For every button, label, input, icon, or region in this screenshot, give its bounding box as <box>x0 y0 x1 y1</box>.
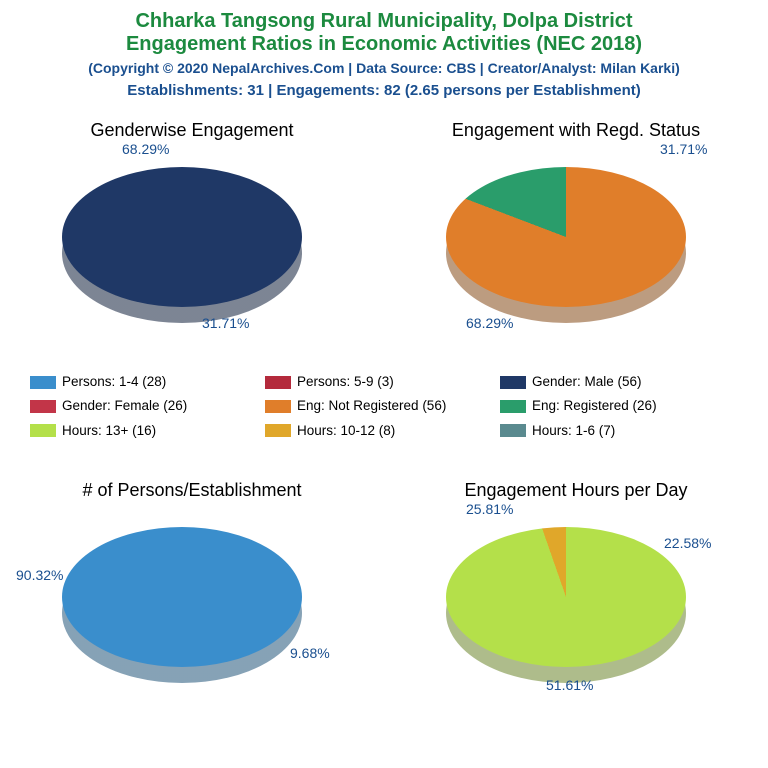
pie-label-gender-1: 31.71% <box>202 315 249 331</box>
pie-label-regd-0: 68.29% <box>466 315 513 331</box>
legend-swatch <box>30 400 56 413</box>
legend-text: Eng: Registered (26) <box>532 394 657 418</box>
legend-swatch <box>265 424 291 437</box>
legend-text: Eng: Not Registered (56) <box>297 394 446 418</box>
chart-hours: Engagement Hours per Day51.61%25.81%22.5… <box>384 480 768 760</box>
chart-gender: Genderwise Engagement68.29%31.71% <box>0 120 384 400</box>
pie-persons: 90.32%9.68% <box>52 507 332 707</box>
chart-title-gender: Genderwise Engagement <box>0 120 384 141</box>
legend-item: Persons: 5-9 (3) <box>265 370 500 394</box>
legend-item: Gender: Female (26) <box>30 394 265 418</box>
legend-item: Eng: Registered (26) <box>500 394 735 418</box>
pie-top-persons <box>62 527 302 667</box>
legend-item: Eng: Not Registered (56) <box>265 394 500 418</box>
chart-persons: # of Persons/Establishment90.32%9.68% <box>0 480 384 760</box>
pie-regd: 68.29%31.71% <box>436 147 716 347</box>
header-block: Chharka Tangsong Rural Municipality, Dol… <box>0 0 768 99</box>
title-line-1: Chharka Tangsong Rural Municipality, Dol… <box>0 10 768 33</box>
legend-text: Hours: 10-12 (8) <box>297 419 395 443</box>
pie-label-gender-0: 68.29% <box>122 141 169 157</box>
pie-label-hours-1: 25.81% <box>466 501 513 517</box>
pie-top-hours <box>446 527 686 667</box>
legend-text: Hours: 13+ (16) <box>62 419 156 443</box>
pie-label-persons-0: 90.32% <box>16 567 63 583</box>
chart-title-persons: # of Persons/Establishment <box>0 480 384 501</box>
legend-row-1: Gender: Female (26) Eng: Not Registered (… <box>30 394 738 418</box>
legend-text: Persons: 5-9 (3) <box>297 370 394 394</box>
legend-row-0: Persons: 1-4 (28) Persons: 5-9 (3) Gender:… <box>30 370 738 394</box>
legend-item: Hours: 10-12 (8) <box>265 419 500 443</box>
pie-hours: 51.61%25.81%22.58% <box>436 507 716 707</box>
pie-label-hours-2: 22.58% <box>664 535 711 551</box>
legend-swatch <box>30 424 56 437</box>
legend-swatch <box>30 376 56 389</box>
legend: Persons: 1-4 (28)Persons: 5-9 (3)Gender:… <box>30 370 738 443</box>
legend-item: Hours: 13+ (16) <box>30 419 265 443</box>
pie-label-regd-1: 31.71% <box>660 141 707 157</box>
chart-title-regd: Engagement with Regd. Status <box>384 120 768 141</box>
pie-top-gender <box>62 167 302 307</box>
pie-gender: 68.29%31.71% <box>52 147 332 347</box>
legend-text: Gender: Male (56) <box>532 370 642 394</box>
legend-item: Persons: 1-4 (28) <box>30 370 265 394</box>
chart-regd: Engagement with Regd. Status68.29%31.71% <box>384 120 768 400</box>
pie-label-persons-1: 9.68% <box>290 645 330 661</box>
copyright-line: (Copyright © 2020 NepalArchives.Com | Da… <box>0 60 768 76</box>
legend-swatch <box>265 400 291 413</box>
legend-item: Gender: Male (56) <box>500 370 735 394</box>
legend-swatch <box>500 400 526 413</box>
pie-label-hours-0: 51.61% <box>546 677 593 693</box>
legend-swatch <box>500 376 526 389</box>
pie-top-regd <box>446 167 686 307</box>
legend-text: Hours: 1-6 (7) <box>532 419 615 443</box>
legend-row-2: Hours: 13+ (16) Hours: 10-12 (8) Hours: 1-… <box>30 419 738 443</box>
legend-text: Gender: Female (26) <box>62 394 187 418</box>
chart-title-hours: Engagement Hours per Day <box>384 480 768 501</box>
title-line-2: Engagement Ratios in Economic Activities… <box>0 33 768 56</box>
legend-swatch <box>265 376 291 389</box>
stats-line: Establishments: 31 | Engagements: 82 (2.… <box>0 82 768 99</box>
legend-text: Persons: 1-4 (28) <box>62 370 166 394</box>
legend-swatch <box>500 424 526 437</box>
legend-item: Hours: 1-6 (7) <box>500 419 735 443</box>
